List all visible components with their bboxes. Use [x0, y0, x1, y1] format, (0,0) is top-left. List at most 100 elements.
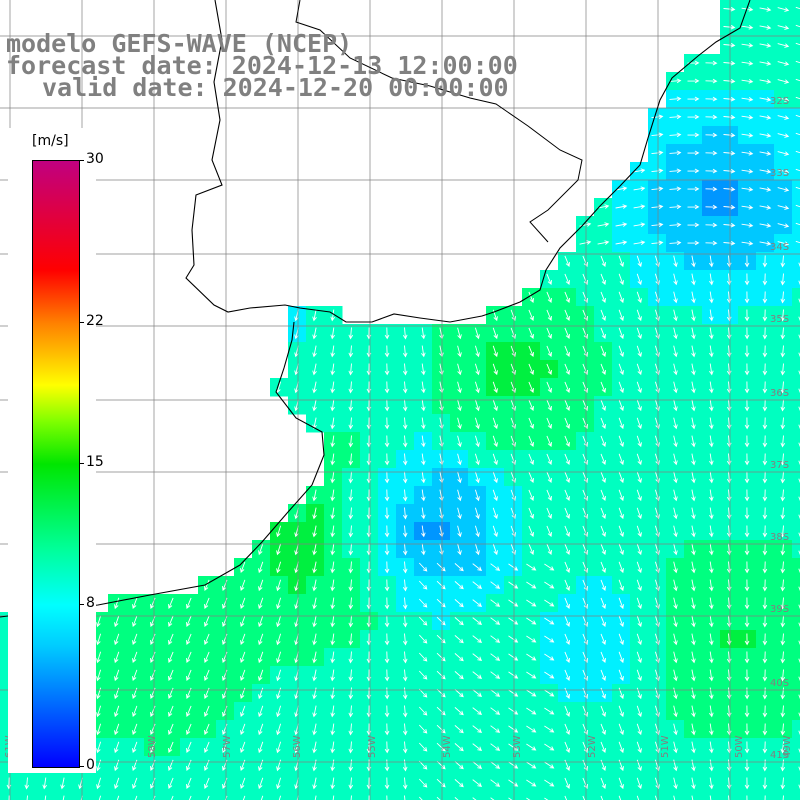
wind-arrow	[330, 453, 335, 466]
wind-arrow	[134, 795, 138, 800]
wind-cell	[792, 396, 800, 415]
wind-arrow	[600, 633, 606, 645]
wind-arrow	[330, 489, 335, 502]
wind-arrow	[798, 658, 800, 664]
wind-arrow	[436, 580, 446, 590]
wind-arrow	[186, 687, 192, 699]
wind-cell	[792, 630, 800, 649]
wind-arrow	[526, 743, 537, 751]
wind-arrow	[421, 327, 426, 340]
wind-arrow	[636, 759, 642, 772]
wind-arrow	[579, 222, 592, 227]
wind-arrow	[402, 363, 408, 376]
wind-arrow	[600, 453, 606, 465]
wind-arrow	[780, 651, 786, 664]
wind-arrow	[705, 150, 718, 156]
wind-arrow	[384, 381, 390, 394]
wind-arrow	[384, 741, 390, 754]
wind-arrow	[673, 327, 678, 340]
wind-arrow	[618, 705, 624, 718]
wind-cell	[450, 792, 469, 800]
wind-arrow	[762, 597, 768, 610]
wind-arrow	[687, 132, 700, 138]
wind-arrow	[492, 345, 498, 358]
wind-arrow	[669, 186, 682, 192]
wind-cell	[198, 792, 217, 800]
wind-arrow	[348, 759, 354, 772]
wind-arrow	[691, 705, 696, 718]
wind-cell	[792, 666, 800, 685]
wind-arrow	[744, 309, 750, 322]
wind-arrow	[508, 617, 519, 625]
wind-arrow	[705, 132, 718, 138]
wind-arrow	[726, 291, 732, 304]
wind-arrow	[636, 471, 642, 484]
wind-cell	[792, 0, 800, 19]
wind-arrow	[723, 60, 736, 66]
wind-arrow	[312, 363, 317, 376]
wind-arrow	[744, 633, 750, 646]
wind-arrow	[330, 561, 335, 574]
wind-arrow	[709, 507, 714, 520]
wind-arrow	[673, 417, 678, 430]
forecast-date: forecast date: 2024-12-13 12:00:00	[6, 51, 518, 80]
wind-cell	[792, 594, 800, 613]
wind-arrow	[762, 561, 768, 574]
wind-arrow	[762, 291, 768, 304]
wind-arrow	[762, 309, 768, 322]
wind-arrow	[240, 741, 246, 753]
wind-arrow	[150, 723, 156, 735]
wind-arrow	[418, 616, 428, 626]
wind-arrow	[762, 399, 768, 412]
wind-arrow	[798, 694, 800, 700]
wind-arrow	[709, 453, 714, 466]
wind-arrow	[150, 669, 156, 681]
wind-arrow	[780, 525, 786, 538]
wind-arrow	[723, 6, 736, 12]
wind-arrow	[330, 507, 335, 520]
wind-arrow	[472, 617, 483, 625]
wind-arrow	[348, 579, 354, 592]
wind-arrow	[582, 489, 588, 501]
wind-arrow	[618, 309, 624, 322]
wind-arrow	[258, 669, 264, 682]
wind-arrow	[782, 795, 784, 800]
wind-cell	[324, 792, 343, 800]
wind-arrow	[544, 797, 549, 800]
wind-arrow	[348, 615, 354, 628]
wind-arrow	[330, 705, 335, 718]
wind-arrow	[152, 795, 156, 800]
wind-arrow	[186, 615, 192, 627]
wind-arrow	[348, 651, 354, 664]
wind-arrow	[242, 795, 246, 800]
wind-arrow	[673, 597, 678, 610]
wind-arrow	[258, 633, 264, 646]
wind-arrow	[582, 255, 588, 267]
wind-arrow	[168, 651, 174, 663]
wind-arrow	[726, 561, 732, 574]
wind-arrow	[490, 725, 501, 733]
wind-arrow	[780, 345, 786, 358]
wind-arrow	[418, 706, 428, 716]
wind-arrow	[582, 723, 588, 735]
wind-arrow	[691, 489, 696, 502]
wind-arrow	[669, 114, 682, 120]
wind-arrow	[436, 652, 446, 662]
wind-arrow	[723, 132, 736, 138]
wind-arrow	[186, 597, 192, 609]
wind-arrow	[150, 651, 156, 663]
wind-cell	[792, 684, 800, 703]
wind-arrow	[795, 240, 800, 244]
wind-arrow	[673, 291, 678, 304]
wind-arrow	[744, 273, 750, 286]
wind-arrow	[744, 345, 750, 358]
wind-arrow	[564, 777, 570, 789]
wind-arrow	[454, 563, 464, 572]
wind-arrow	[421, 489, 426, 502]
wind-arrow	[618, 345, 624, 358]
wind-arrow	[150, 777, 156, 789]
wind-arrow	[42, 777, 47, 790]
wind-arrow	[709, 309, 714, 322]
wind-cell	[792, 252, 800, 271]
wind-arrow	[600, 255, 606, 267]
